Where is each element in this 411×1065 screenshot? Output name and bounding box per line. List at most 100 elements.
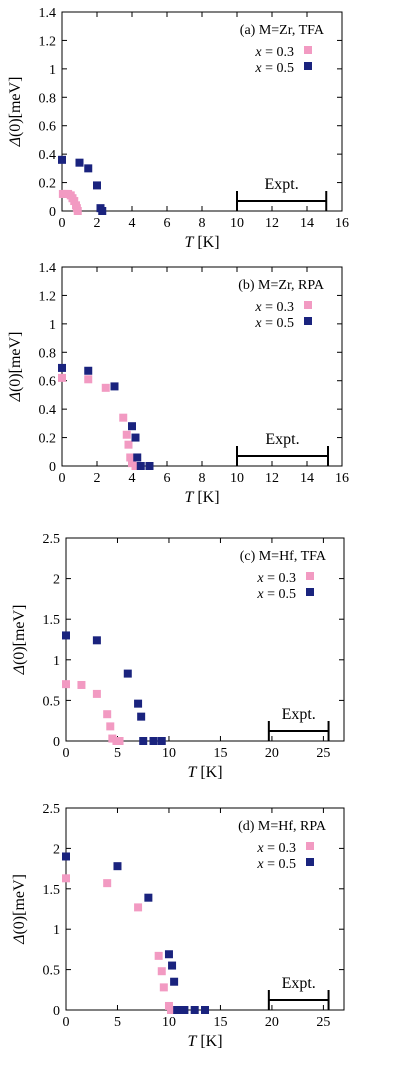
y-tick-label: 1 — [49, 63, 56, 78]
data-point — [62, 631, 70, 640]
y-tick-label: 0.2 — [39, 432, 57, 447]
data-point — [58, 155, 66, 164]
chart-panel-b: 0 2 4 6 8 10 12 14 16 0 0.2 0.4 0.6 0.8 1 1.2 1.4 T [K] Δ(… — [7, 261, 349, 506]
data-point — [103, 879, 112, 888]
y-tick-label: 1.5 — [43, 883, 61, 898]
y-axis-title: Δ(0)[meV] — [7, 332, 24, 403]
legend-marker — [306, 842, 314, 850]
data-point — [77, 680, 86, 689]
data-point — [93, 181, 101, 190]
y-tick-label: 2.5 — [43, 802, 61, 817]
x-tick-label: 10 — [162, 746, 176, 761]
y-axis-title: Δ(0)[meV] — [7, 77, 24, 148]
legend-marker — [306, 858, 314, 866]
legend-label: x = 0.5 — [254, 316, 294, 331]
expt-label: Expt. — [282, 975, 316, 992]
expt-label: Expt. — [282, 706, 316, 723]
y-tick-label: 0 — [53, 735, 60, 750]
panel-title: (d) M=Hf, RPA — [238, 819, 327, 834]
x-tick-label: 0 — [59, 471, 66, 486]
x-tick-label: 5 — [114, 1015, 121, 1030]
x-tick-label: 25 — [316, 746, 330, 761]
panel-title: (b) M=Zr, RPA — [238, 278, 325, 293]
data-point — [62, 680, 70, 689]
chart-panel-a: 0 2 4 6 8 10 12 14 16 0 0.2 0.4 0.6 0.8 1 1.2 1.4 T [K] Δ(… — [7, 6, 349, 251]
x-tick-label: 8 — [199, 471, 206, 486]
expt-label: Expt. — [265, 176, 299, 193]
y-tick-label: 0 — [49, 460, 56, 475]
data-point — [180, 1006, 189, 1014]
y-tick-label: 0.8 — [39, 346, 57, 361]
y-tick-label: 1.5 — [43, 613, 61, 628]
data-point — [168, 961, 177, 970]
legend-label: x = 0.5 — [254, 61, 294, 76]
legend-marker — [306, 572, 314, 580]
data-point — [92, 636, 101, 645]
data-point — [128, 422, 136, 431]
data-point — [173, 1006, 182, 1014]
data-point — [92, 689, 101, 698]
data-point — [123, 669, 132, 678]
plot-frame — [61, 266, 343, 467]
data-point — [122, 430, 131, 439]
y-tick-label: 2 — [53, 573, 60, 588]
data-point — [170, 977, 179, 986]
y-tick-label: 1 — [53, 654, 60, 669]
x-tick-label: 12 — [265, 216, 279, 231]
chart-panel-d: 0 5 10 15 20 25 0 0.5 1 1.5 2 2.5 T [K] Δ(0)[meV] (d) … — [11, 802, 345, 1050]
data-point — [84, 375, 93, 384]
data-point — [58, 363, 66, 372]
y-tick-label: 0.6 — [39, 375, 57, 390]
data-point — [101, 383, 110, 392]
data-point — [70, 197, 79, 206]
data-point — [201, 1006, 209, 1014]
legend-marker — [304, 62, 312, 70]
legend-marker — [304, 317, 312, 325]
x-tick-label: 0 — [63, 746, 70, 761]
y-axis-title: Δ(0)[meV] — [11, 605, 28, 676]
x-tick-label: 10 — [230, 471, 244, 486]
plot-frame — [61, 11, 343, 212]
x-tick-label: 12 — [265, 471, 279, 486]
data-point — [110, 382, 119, 391]
x-tick-label: 0 — [59, 216, 66, 231]
chart-panel-c: 0 5 10 15 20 25 0 0.5 1 1.5 2 2.5 T [K] Δ(0)[meV] (c) … — [11, 532, 345, 781]
panel-title: (a) M=Zr, TFA — [240, 23, 325, 38]
x-tick-label: 16 — [335, 216, 349, 231]
data-point — [103, 710, 112, 719]
legend-label: x = 0.3 — [256, 571, 296, 586]
y-tick-label: 1.4 — [39, 261, 57, 276]
x-tick-label: 16 — [335, 471, 349, 486]
x-tick-label: 10 — [230, 216, 244, 231]
expt-label: Expt. — [265, 431, 299, 448]
x-tick-label: 14 — [300, 471, 314, 486]
data-point — [84, 164, 93, 173]
y-tick-label: 1 — [53, 923, 60, 938]
data-point — [84, 366, 93, 375]
y-tick-label: 1.4 — [39, 6, 57, 21]
data-point — [131, 433, 140, 442]
x-tick-label: 25 — [316, 1015, 330, 1030]
data-point — [154, 951, 163, 960]
x-tick-label: 2 — [94, 471, 101, 486]
x-tick-label: 4 — [129, 471, 136, 486]
data-point — [58, 373, 66, 382]
x-tick-label: 14 — [300, 216, 314, 231]
y-tick-label: 2.5 — [43, 532, 61, 547]
legend-label: x = 0.3 — [254, 300, 294, 315]
data-point — [164, 950, 173, 959]
data-point — [134, 699, 143, 708]
y-tick-label: 0.8 — [39, 91, 57, 106]
data-point — [149, 737, 158, 745]
y-tick-label: 1.2 — [39, 34, 57, 49]
data-point — [62, 852, 70, 861]
data-point — [108, 734, 117, 743]
y-tick-label: 0.5 — [43, 964, 61, 979]
y-tick-label: 0.4 — [39, 148, 57, 163]
data-point — [145, 462, 154, 470]
data-point — [157, 737, 166, 745]
x-tick-label: 8 — [199, 216, 206, 231]
data-point — [62, 874, 70, 883]
data-point — [126, 453, 135, 462]
